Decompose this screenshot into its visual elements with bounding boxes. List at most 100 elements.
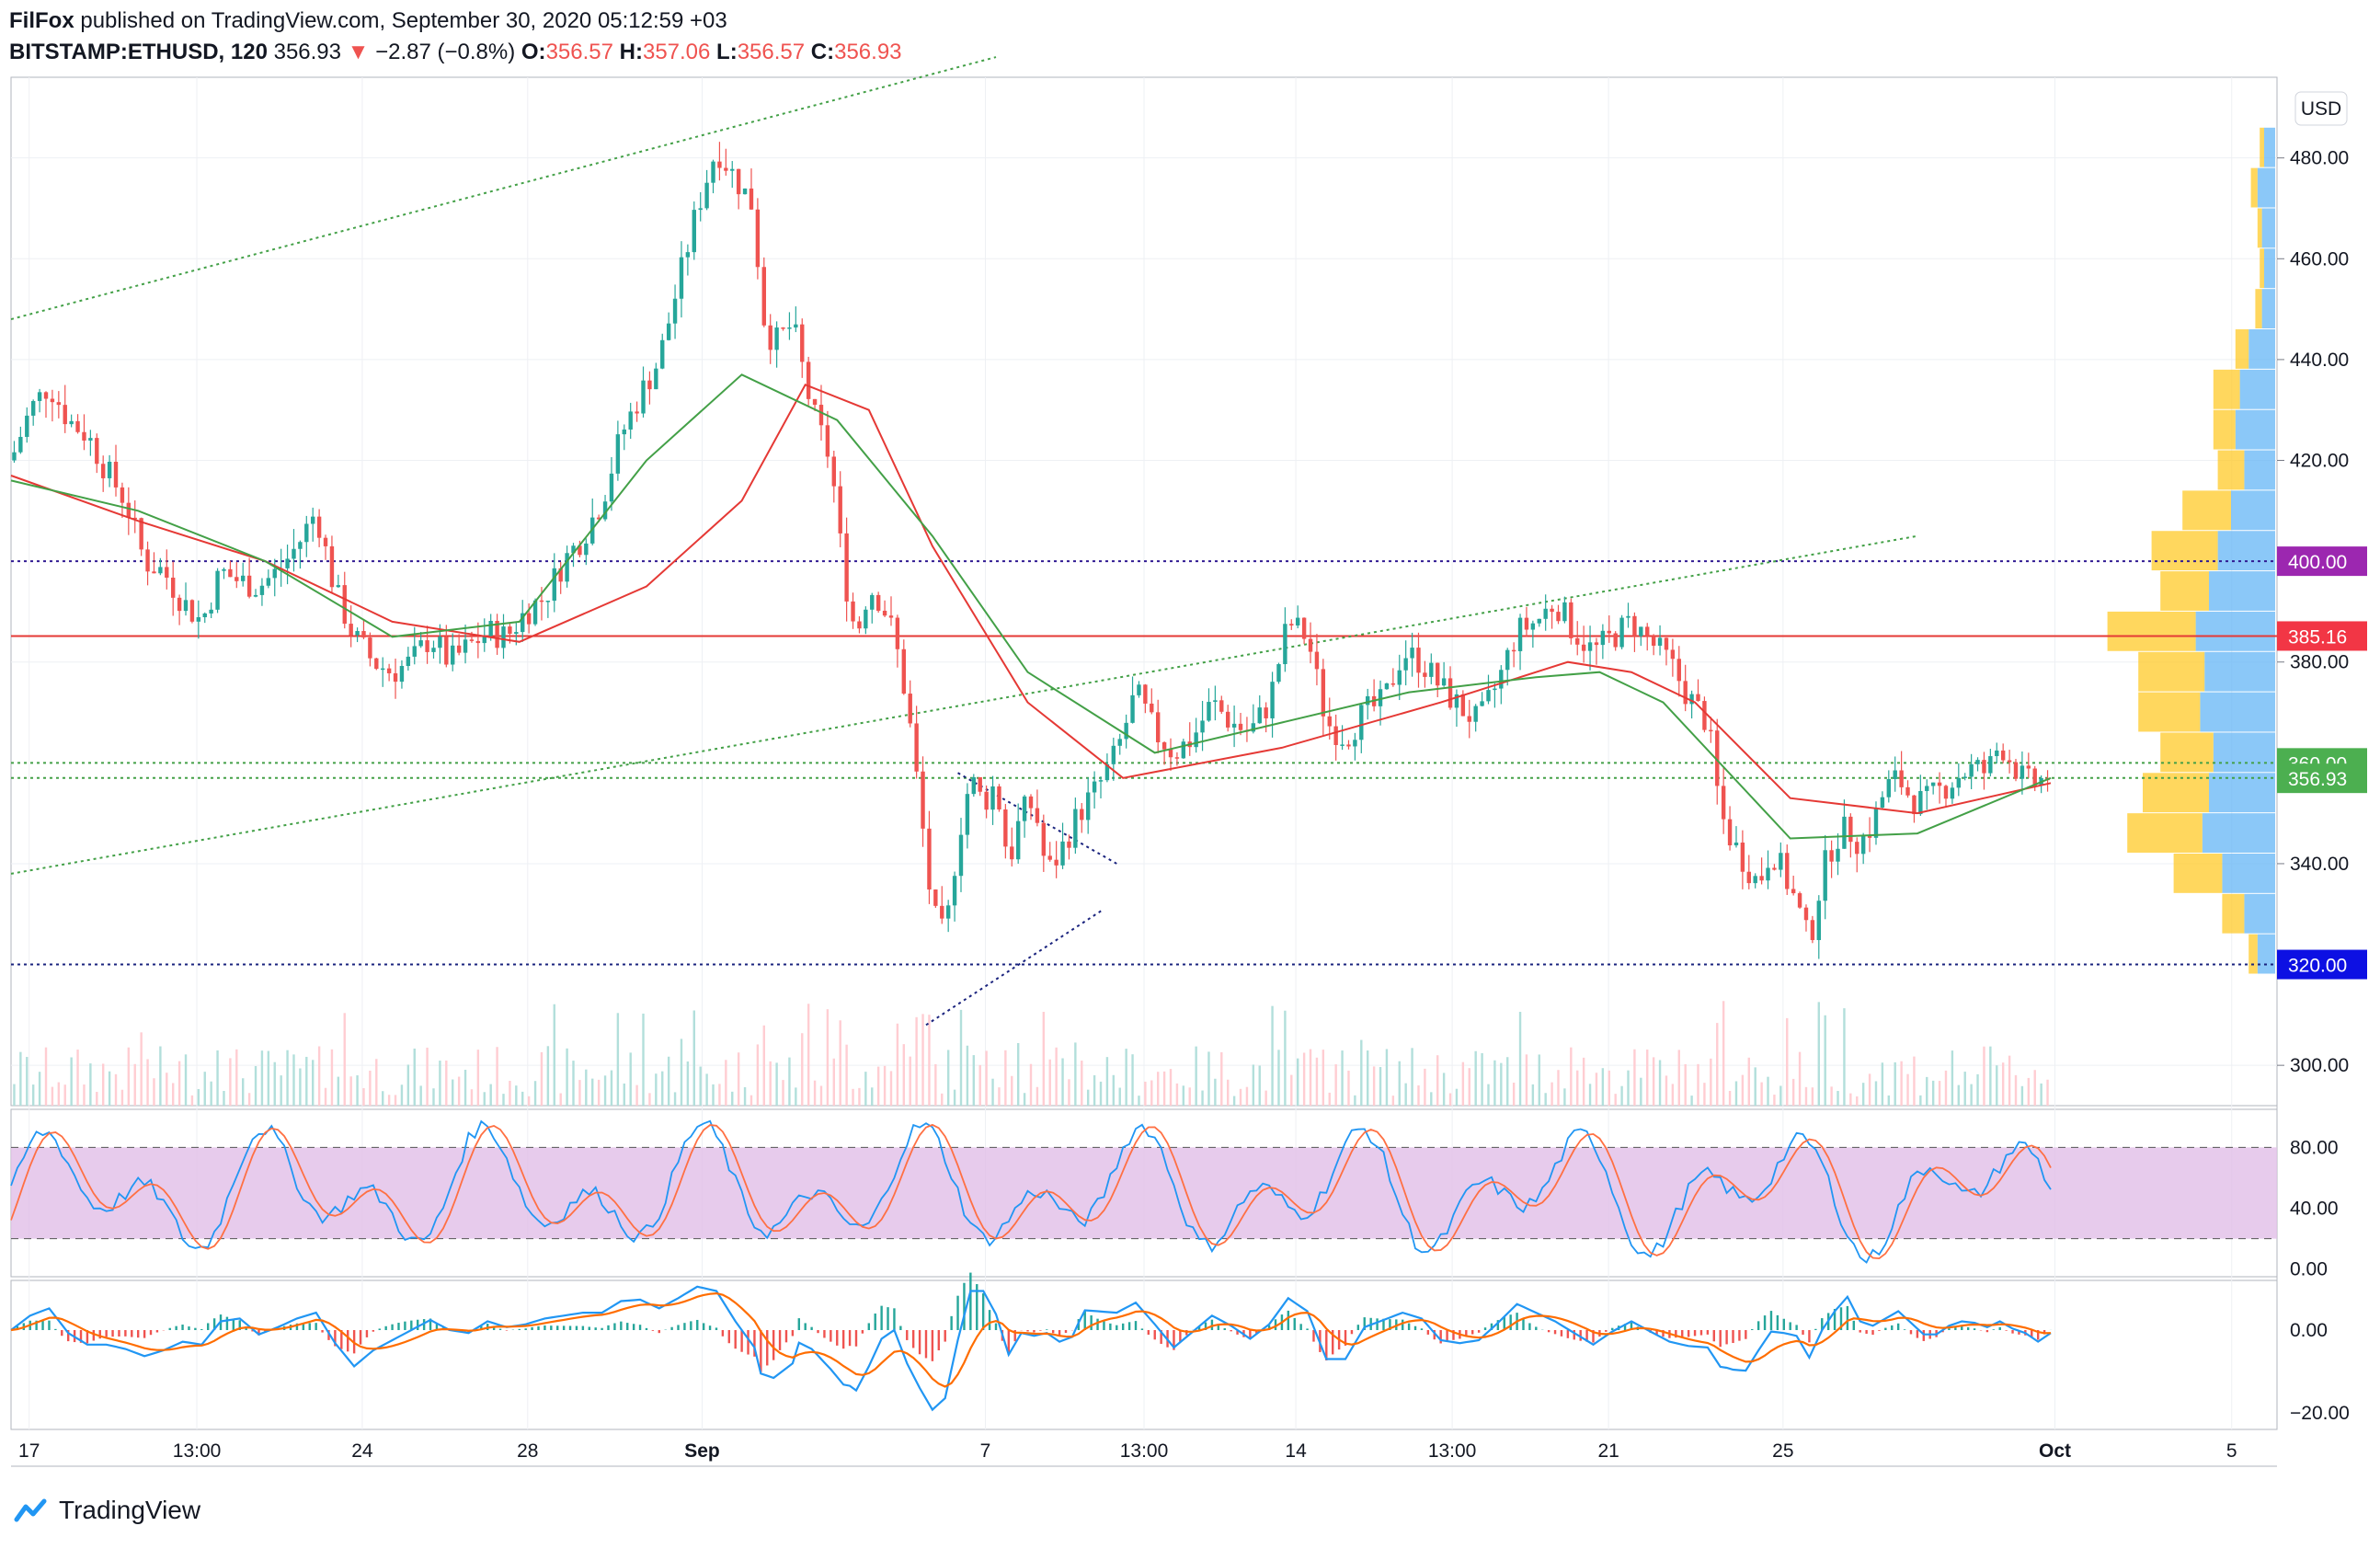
macd-histogram-bar	[1452, 1330, 1455, 1340]
volume-profile-up-bar	[2264, 248, 2275, 289]
candle-body	[1403, 658, 1408, 671]
stochastic-pane	[10, 1119, 2277, 1264]
candle-body	[292, 548, 296, 559]
candle-body	[1194, 732, 1198, 748]
volume-bar	[312, 1060, 315, 1106]
volume-bar	[527, 1096, 531, 1106]
volume-profile-up-bar	[2222, 853, 2275, 893]
candle-body	[1416, 648, 1421, 673]
candle-body	[1080, 809, 1084, 820]
publisher-name[interactable]: FilFox	[9, 8, 74, 33]
macd-histogram-bar	[1756, 1321, 1760, 1330]
volume-bar	[1525, 1054, 1528, 1106]
candle-body	[316, 516, 322, 538]
macd-histogram-bar	[823, 1330, 826, 1338]
time-tick-label: 13:00	[1120, 1440, 1169, 1462]
candle-body	[724, 167, 728, 171]
volume-bar	[712, 1084, 715, 1106]
macd-histogram-bar	[568, 1325, 572, 1330]
volume-profile-up-bar	[2244, 893, 2275, 934]
macd-histogram-bar	[1891, 1325, 1894, 1330]
macd-histogram-bar	[1356, 1325, 1360, 1330]
candle-body	[386, 668, 392, 673]
macd-histogram-bar	[1103, 1321, 1105, 1330]
candle-body	[1803, 907, 1809, 921]
macd-histogram-bar	[760, 1330, 762, 1372]
candle-body	[418, 640, 423, 647]
macd-histogram-bar	[92, 1330, 96, 1341]
volume-bar	[1926, 1076, 1928, 1106]
volume-bar	[533, 1081, 537, 1106]
volume-bar	[521, 1091, 524, 1106]
time-tick-label: 14	[1285, 1440, 1307, 1462]
volume-bar	[1531, 1084, 1535, 1106]
volume-bar	[1061, 1058, 1064, 1106]
volume-bar	[1360, 1039, 1363, 1106]
candle-body	[1823, 850, 1827, 901]
candle-body	[170, 577, 176, 598]
footer-brand[interactable]: TradingView	[13, 1496, 200, 1525]
macd-histogram-bar	[1852, 1320, 1856, 1330]
macd-histogram-bar	[1413, 1325, 1417, 1330]
candle-body	[978, 776, 982, 792]
ma-slow-line	[10, 384, 2052, 815]
candle-body	[1855, 842, 1859, 855]
volume-bar	[603, 1075, 607, 1106]
candle-body	[774, 327, 779, 350]
candle-body	[1174, 757, 1180, 759]
open-label: O:	[521, 40, 546, 64]
volume-bar	[1391, 1096, 1395, 1106]
volume-bar	[273, 1061, 276, 1106]
candle-body	[1219, 700, 1224, 712]
macd-histogram-bar	[1483, 1327, 1487, 1330]
macd-histogram-bar	[613, 1323, 616, 1330]
volume-bar	[413, 1048, 416, 1106]
macd-histogram-bar	[841, 1330, 845, 1349]
candle-body	[1676, 659, 1681, 682]
macd-histogram-bar	[854, 1330, 858, 1347]
candle-body	[1721, 786, 1726, 820]
currency-button[interactable]: USD	[2294, 91, 2348, 126]
volume-bar	[546, 1046, 550, 1106]
candle-body	[95, 438, 99, 465]
macd-histogram-bar	[1026, 1330, 1029, 1332]
candle-body	[1995, 750, 1999, 757]
symbol-label[interactable]: BITSTAMP:ETHUSD, 120	[9, 40, 268, 64]
candle-body	[30, 400, 36, 416]
candle-body	[1664, 637, 1669, 650]
candle-body	[1702, 701, 1707, 730]
candle-body	[165, 567, 169, 578]
volume-bars	[13, 1001, 2049, 1106]
volume-bar	[1297, 1058, 1299, 1106]
time-tick-label: 5	[2226, 1440, 2237, 1462]
volume-bar	[153, 1078, 155, 1106]
candle-body	[1231, 723, 1237, 728]
volume-profile-up-bar	[2200, 692, 2275, 732]
volume-bar	[1468, 1068, 1470, 1106]
candle-body	[921, 771, 925, 829]
volume-bar	[1684, 1063, 1687, 1106]
volume-bar	[991, 1078, 994, 1106]
macd-histogram-bar	[1985, 1330, 1989, 1333]
macd-histogram-bar	[181, 1325, 184, 1330]
candle-body	[1626, 615, 1631, 618]
volume-bar	[1493, 1060, 1496, 1106]
volume-bar	[972, 1055, 976, 1106]
macd-histogram-bar	[950, 1315, 953, 1330]
volume-bar	[876, 1066, 880, 1106]
volume-bar	[83, 1084, 86, 1106]
candle-body	[1969, 763, 1974, 777]
candle-body	[1848, 816, 1853, 843]
volume-bar	[934, 1063, 937, 1106]
macd-histogram-bar	[188, 1326, 190, 1330]
candle-body	[1550, 608, 1554, 613]
volume-profile-down-bar	[2213, 369, 2240, 409]
macd-histogram-bar	[410, 1320, 413, 1330]
volume-bar	[998, 1087, 1001, 1106]
macd-histogram-bar	[1732, 1330, 1734, 1344]
volume-bar	[1791, 1078, 1795, 1106]
volume-profile-down-bar	[2217, 450, 2245, 490]
macd-histogram-bar	[874, 1313, 876, 1330]
volume-bar	[1633, 1049, 1636, 1106]
